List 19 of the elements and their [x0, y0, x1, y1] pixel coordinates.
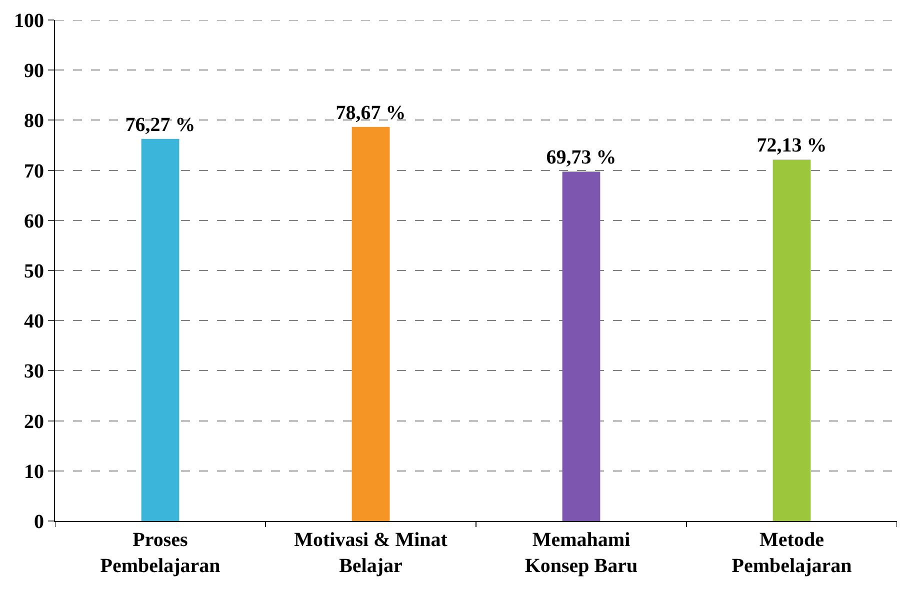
x-tick-label: Metode Pembelajaran	[732, 529, 852, 577]
y-tick-label: 20	[24, 410, 44, 433]
y-tick-label: 30	[24, 360, 44, 383]
data-label: 72,13 %	[756, 134, 827, 157]
y-tick-label: 0	[34, 511, 44, 533]
x-tick-label: Memahami Konsep Baru	[524, 529, 638, 577]
y-tick-label: 40	[24, 310, 44, 333]
y-tick-label: 50	[24, 260, 44, 282]
data-label: 78,67 %	[336, 102, 406, 124]
y-tick-label: 80	[24, 110, 44, 132]
x-tick-label: Proses Pembelajaran	[100, 529, 220, 577]
y-tick-label: 100	[14, 10, 44, 32]
y-tick-label: 10	[24, 460, 44, 483]
y-tick-label: 60	[24, 210, 44, 232]
data-label: 76,27 %	[125, 114, 196, 136]
y-tick-label: 70	[24, 160, 44, 182]
x-tick-label: Motivasi & Minat Belajar	[294, 529, 448, 577]
y-tick-label: 90	[24, 60, 44, 82]
data-label: 69,73 %	[546, 146, 616, 169]
